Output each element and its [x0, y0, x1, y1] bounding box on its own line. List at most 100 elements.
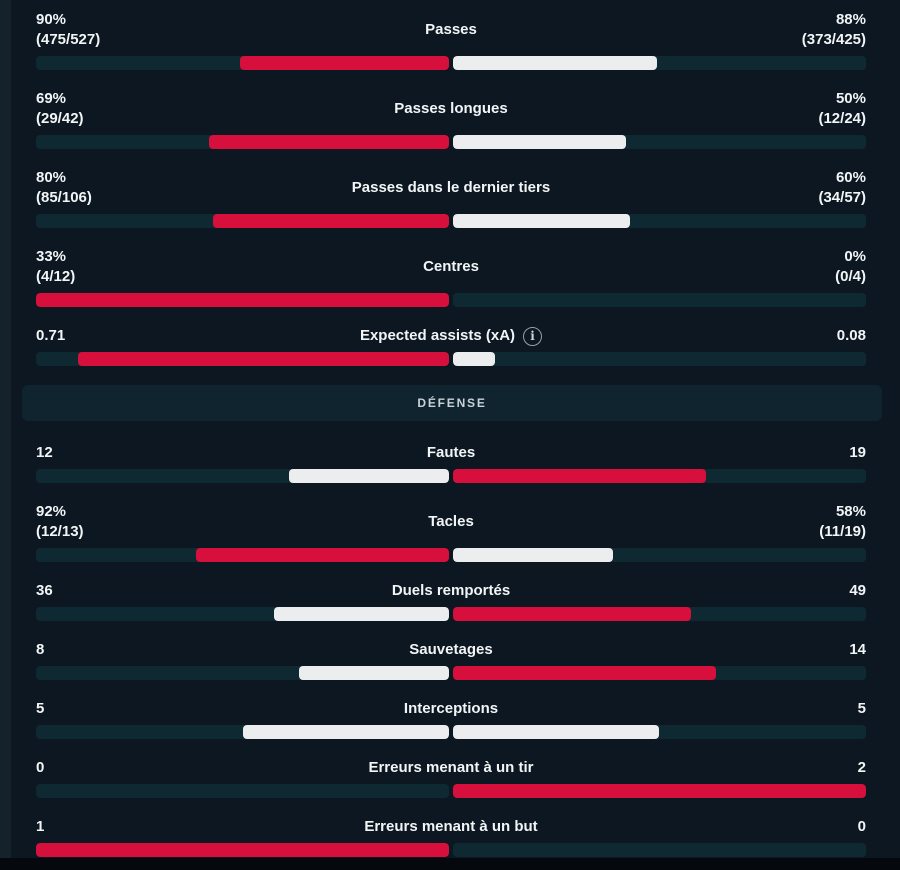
stat-bar — [36, 666, 866, 680]
home-value-main: 12 — [36, 444, 53, 461]
section-header-label: DÉFENSE — [417, 396, 487, 410]
away-value: 0% (0/4) — [479, 247, 866, 287]
stat-label: Duels remportés — [391, 582, 511, 599]
stat-label-wrap: Fautes — [427, 443, 475, 463]
away-value: 60% (34/57) — [550, 168, 866, 208]
away-bar-track — [453, 469, 866, 483]
home-bar-track — [36, 56, 449, 70]
stat-row: 80% (85/106) Passes dans le dernier tier… — [36, 168, 866, 228]
home-bar-track — [36, 843, 449, 857]
home-value: 80% (85/106) — [36, 168, 352, 208]
away-value-main: 50% — [835, 90, 866, 107]
home-bar-fill — [36, 843, 449, 857]
stat-label-wrap: Sauvetages — [409, 640, 492, 660]
away-bar-fill — [453, 548, 613, 562]
stat-label-wrap: Erreurs menant à un tir — [368, 758, 533, 778]
home-bar-track — [36, 784, 449, 798]
stat-label-wrap: Passes — [425, 20, 477, 40]
home-value: 69% (29/42) — [36, 89, 394, 129]
away-value-main: 60% — [835, 169, 866, 186]
away-bar-fill — [453, 135, 627, 149]
away-bar-fill — [453, 666, 716, 680]
away-value: 5 — [498, 699, 866, 719]
stat-label: Passes — [425, 21, 477, 38]
away-value: 0.08 — [542, 326, 866, 346]
home-bar-fill — [289, 469, 449, 483]
home-bar-track — [36, 548, 449, 562]
stat-values-line: 12 Fautes 19 — [36, 443, 866, 463]
stat-values-line: 36 Duels remportés 49 — [36, 581, 866, 601]
away-bar-fill — [453, 56, 658, 70]
stat-bar — [36, 56, 866, 70]
away-value: 88% (373/425) — [477, 10, 866, 50]
away-value: 0 — [538, 817, 866, 837]
away-value-detail: (11/19) — [819, 523, 866, 540]
stat-values-line: 0 Erreurs menant à un tir 2 — [36, 758, 866, 778]
page-gutter — [0, 0, 11, 858]
home-value-detail: (29/42) — [36, 110, 84, 127]
stat-bar — [36, 843, 866, 857]
stat-row: 69% (29/42) Passes longues 50% (12/24) — [36, 89, 866, 149]
stat-bar — [36, 725, 866, 739]
home-value: 36 — [36, 581, 392, 601]
away-bar-track — [453, 293, 866, 307]
home-value-main: 8 — [36, 641, 45, 658]
home-value-main: 1 — [36, 818, 45, 835]
stat-label-wrap: Interceptions — [404, 699, 498, 719]
away-value-detail: (373/425) — [801, 31, 866, 48]
home-bar-track — [36, 607, 449, 621]
stat-bar — [36, 607, 866, 621]
home-bar-fill — [298, 666, 449, 680]
away-bar-track — [453, 352, 866, 366]
away-bar-fill — [453, 784, 866, 798]
stat-label: Centres — [423, 258, 479, 275]
info-icon[interactable]: i — [523, 326, 543, 346]
bottom-strip — [0, 858, 900, 870]
stat-label-wrap: Centres — [423, 257, 479, 277]
stat-bar — [36, 293, 866, 307]
stat-values-line: 8 Sauvetages 14 — [36, 640, 866, 660]
home-value-detail: (85/106) — [36, 189, 92, 206]
home-value: 90% (475/527) — [36, 10, 425, 50]
home-value-main: 92% — [36, 503, 67, 520]
away-bar-track — [453, 135, 866, 149]
away-value: 19 — [475, 443, 866, 463]
away-value-main: 49 — [849, 582, 866, 599]
away-value-detail: (34/57) — [818, 189, 866, 206]
away-value-main: 19 — [849, 444, 866, 461]
stat-bar — [36, 135, 866, 149]
stat-label: Passes longues — [394, 100, 508, 117]
stat-label: Erreurs menant à un tir — [368, 759, 534, 776]
stat-bar — [36, 214, 866, 228]
away-value-main: 58% — [835, 503, 866, 520]
stat-values-line: 1 Erreurs menant à un but 0 — [36, 817, 866, 837]
home-bar-fill — [213, 214, 449, 228]
away-bar-fill — [453, 607, 691, 621]
home-value-detail: (12/13) — [36, 523, 84, 540]
stat-row: 0 Erreurs menant à un tir 2 — [36, 758, 866, 798]
away-value-main: 0 — [857, 818, 866, 835]
home-bar-track — [36, 725, 449, 739]
home-value: 8 — [36, 640, 409, 660]
stat-row: 5 Interceptions 5 — [36, 699, 866, 739]
stat-label: Passes dans le dernier tiers — [351, 179, 551, 196]
away-value: 50% (12/24) — [508, 89, 866, 129]
away-bar-track — [453, 725, 866, 739]
home-bar-fill — [240, 56, 449, 70]
away-value-main: 2 — [857, 759, 866, 776]
home-bar-track — [36, 135, 449, 149]
away-bar-track — [453, 843, 866, 857]
stat-bar — [36, 784, 866, 798]
away-value-detail: (12/24) — [818, 110, 866, 127]
stat-values-line: 33% (4/12) Centres 0% (0/4) — [36, 247, 866, 287]
stat-row: 90% (475/527) Passes 88% (373/425) — [36, 10, 866, 70]
stat-label-wrap: Expected assists (xA) i — [360, 326, 543, 346]
stat-label: Interceptions — [403, 700, 499, 717]
stat-row: 33% (4/12) Centres 0% (0/4) — [36, 247, 866, 307]
away-bar-track — [453, 214, 866, 228]
stat-values-line: 69% (29/42) Passes longues 50% (12/24) — [36, 89, 866, 129]
stat-values-line: 90% (475/527) Passes 88% (373/425) — [36, 10, 866, 50]
stat-row: 8 Sauvetages 14 — [36, 640, 866, 680]
home-value-main: 69% — [36, 90, 67, 107]
